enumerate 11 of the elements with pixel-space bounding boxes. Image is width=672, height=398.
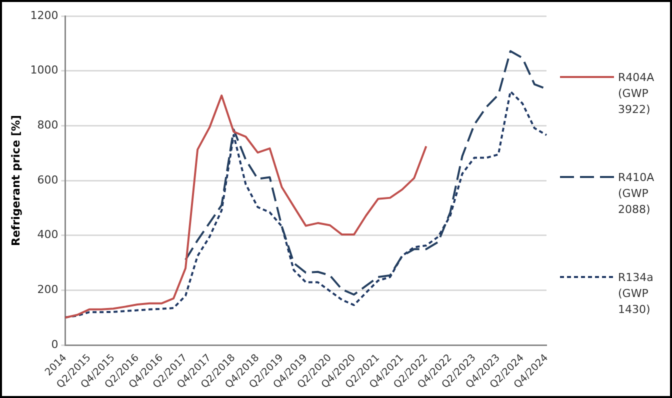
legend-label: R410A (GWP 2088) <box>618 170 656 218</box>
legend-label: R134a (GWP 1430) <box>618 270 654 318</box>
y-tick-label: 600 <box>37 173 58 186</box>
y-tick-label: 1000 <box>30 64 58 77</box>
y-axis-title: Refrigerant price [%] <box>9 115 22 246</box>
y-tick-label: 1200 <box>30 8 58 22</box>
y-tick-label: 800 <box>37 118 58 132</box>
y-tick-label: 0 <box>51 338 58 351</box>
y-tick-label: 400 <box>37 228 58 242</box>
y-tick-label: 200 <box>37 283 58 296</box>
legend-label: R404A (GWP 3922) <box>618 70 656 118</box>
